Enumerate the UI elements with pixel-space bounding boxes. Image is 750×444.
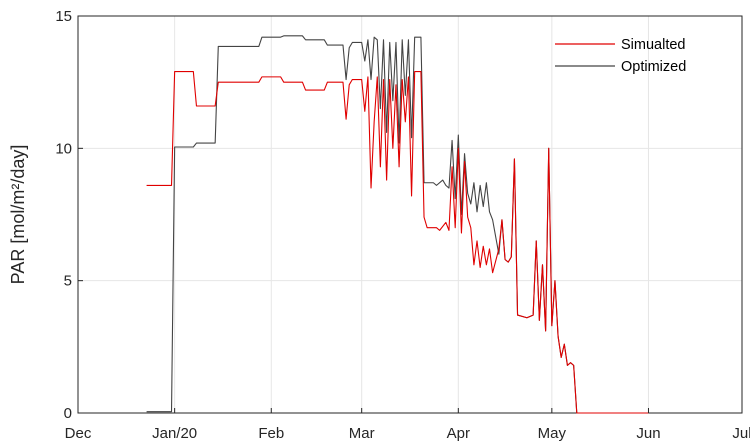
legend: Simualted Optimized: [555, 37, 686, 75]
x-tick-label: Apr: [447, 425, 470, 442]
y-tick-label: 10: [55, 140, 72, 157]
x-tick-label: Mar: [349, 425, 375, 442]
series-line-simualted: [146, 71, 649, 414]
x-tick-label: Jul: [732, 425, 750, 442]
x-tick-label: Feb: [258, 425, 284, 442]
y-axis-label: PAR [mol/m²/day]: [8, 145, 28, 285]
x-tick-label: Jun: [636, 425, 660, 442]
y-tick-label: 15: [55, 8, 72, 25]
series-line-optimized: [146, 35, 649, 414]
x-axis-ticks: Dec Jan/20 Feb Mar Apr May Jun Jul: [65, 408, 750, 442]
legend-label: Optimized: [621, 59, 686, 75]
series-lines: [146, 35, 649, 414]
y-tick-label: 0: [64, 405, 72, 422]
legend-label: Simualted: [621, 37, 685, 53]
y-tick-label: 5: [64, 273, 72, 290]
x-tick-label: May: [538, 425, 567, 442]
plot-area-frame: [77, 15, 743, 414]
x-tick-label: Jan/20: [152, 425, 197, 442]
y-axis-ticks: 0 5 10 15: [55, 8, 83, 422]
x-tick-label: Dec: [65, 425, 92, 442]
